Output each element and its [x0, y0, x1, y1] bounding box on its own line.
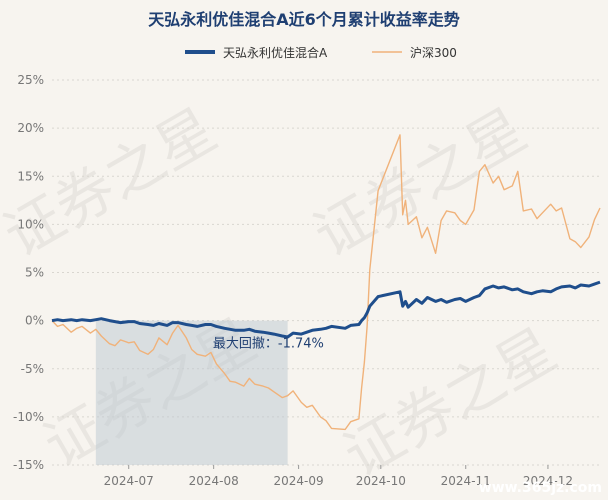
max-drawdown-area: [95, 320, 288, 465]
max-drawdown-label: 最大回撤：-1.74%: [213, 336, 324, 352]
y-tick-label: 25%: [17, 73, 44, 87]
y-tick-label: 15%: [17, 169, 44, 183]
y-tick-label: -5%: [21, 362, 44, 376]
legend: 天弘永利优佳混合A 沪深300: [185, 45, 457, 60]
legend-label: 天弘永利优佳混合A: [223, 45, 328, 60]
series-line-fund: [51, 280, 601, 339]
x-axis: 2024-07 2024-08 2024-09 2024-10 2024-11 2024-…: [104, 465, 573, 488]
series-line-benchmark: [51, 134, 601, 431]
x-tick-label: 2024-07: [104, 474, 154, 488]
x-tick-label: 2024-09: [274, 474, 324, 488]
x-tick-label: 2024-12: [523, 474, 573, 488]
y-tick-label: -10%: [13, 410, 44, 424]
y-tick-label: 5%: [25, 266, 44, 280]
watermark-text: 证券之星: [303, 95, 538, 270]
y-tick-label: 10%: [17, 217, 44, 231]
y-tick-label: 20%: [17, 121, 44, 135]
x-tick-label: 2024-08: [189, 474, 239, 488]
x-tick-label: 2024-11: [441, 474, 491, 488]
watermark-text: 证券之星: [333, 315, 568, 490]
series-lines: [51, 134, 601, 431]
y-tick-label: 0%: [25, 314, 44, 328]
chart-title: 天弘永利优佳混合A近6个月累计收益率走势: [148, 10, 460, 29]
y-tick-label: -15%: [13, 458, 44, 472]
site-watermark: www.365jz.com: [479, 480, 602, 496]
legend-label: 沪深300: [410, 46, 457, 60]
y-axis: 25% 20% 15% 10% 5% 0% -5% -10% -15%: [13, 73, 44, 472]
x-tick-label: 2024-10: [356, 474, 406, 488]
